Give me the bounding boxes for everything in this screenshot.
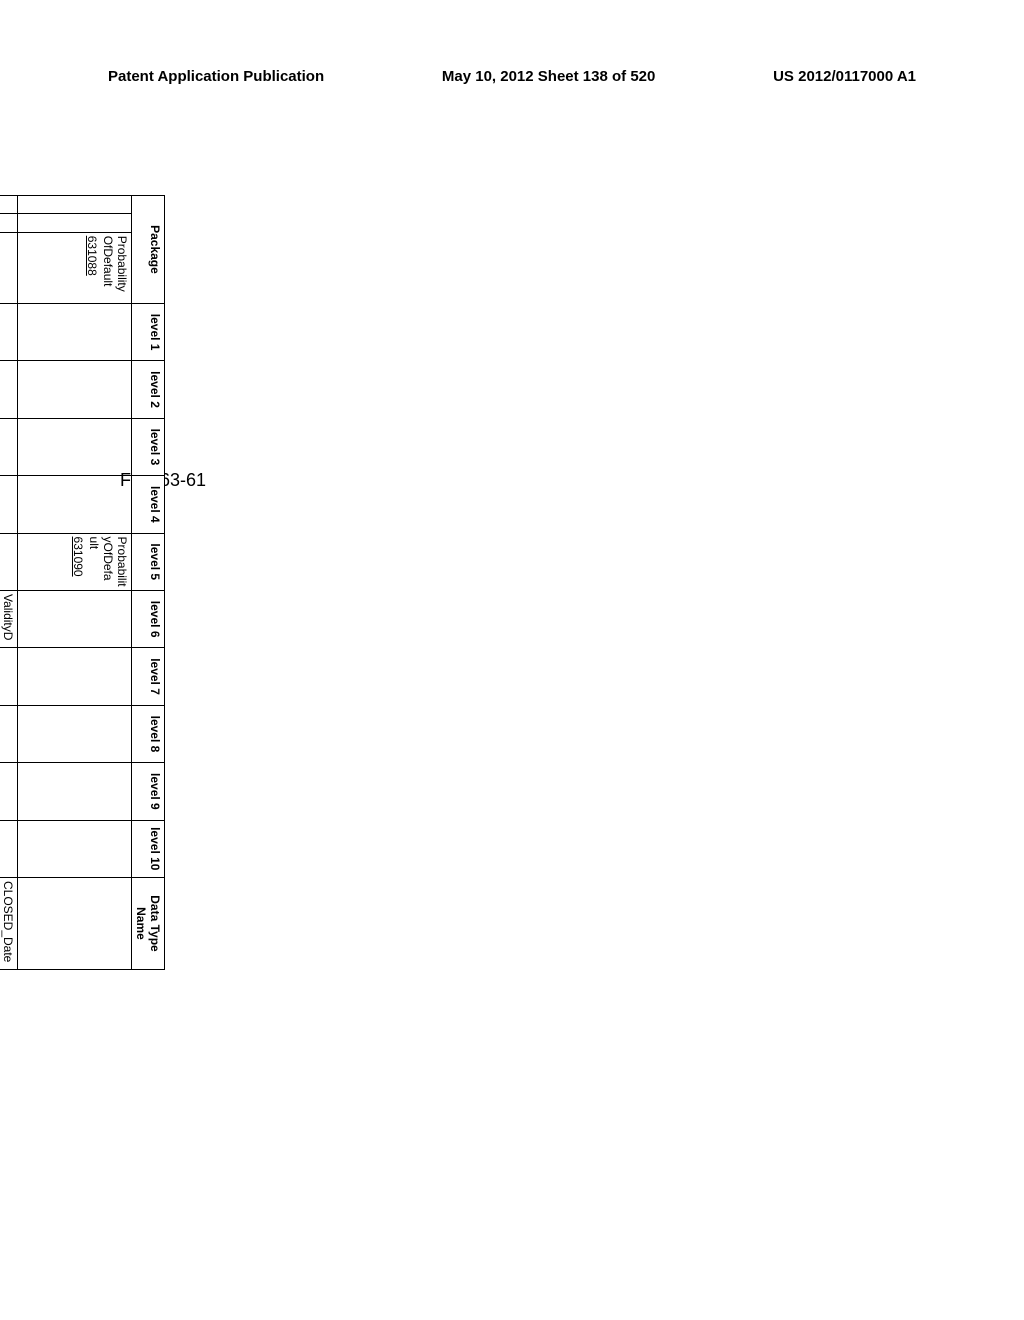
cell-ref: 631088 xyxy=(85,236,99,300)
col-level3: level 3 xyxy=(132,418,165,475)
table-row: ValidityDatePeriod 631092 CLOSED_DatePer… xyxy=(0,196,18,970)
cell-ref: 631090 xyxy=(71,537,85,587)
col-level2: level 2 xyxy=(132,361,165,418)
cell-datatype: CLOSED_DatePeriod 631094 xyxy=(0,877,18,969)
col-level10: level 10 xyxy=(132,820,165,877)
cell-level6: ValidityDatePeriod 631092 xyxy=(0,590,18,647)
page-header: Patent Application Publication May 10, 2… xyxy=(0,68,1024,85)
cell-text: ProbabilityOfDefault xyxy=(101,236,129,300)
table-container: Package level 1 level 2 level 3 level 4 … xyxy=(0,195,165,807)
col-package: Package xyxy=(132,196,165,304)
header-right: US 2012/0117000 A1 xyxy=(773,68,916,85)
col-level6: level 6 xyxy=(132,590,165,647)
col-level8: level 8 xyxy=(132,705,165,762)
col-level7: level 7 xyxy=(132,648,165,705)
cell-text: ProbabilityOfDefault xyxy=(87,537,129,587)
table-header-row: Package level 1 level 2 level 3 level 4 … xyxy=(132,196,165,970)
col-datatype: Data Type Name xyxy=(132,877,165,969)
cell-level5: ProbabilityOfDefault 631090 xyxy=(18,533,132,590)
header-left: Patent Application Publication xyxy=(108,68,324,85)
cell-text: ValidityDatePeriod xyxy=(0,594,15,644)
data-table: Package level 1 level 2 level 3 level 4 … xyxy=(0,195,165,970)
col-level4: level 4 xyxy=(132,476,165,533)
cell-datatype xyxy=(18,877,132,969)
header-center: May 10, 2012 Sheet 138 of 520 xyxy=(442,68,655,85)
table-row: ProbabilityOfDefault 631088 ProbabilityO… xyxy=(18,196,132,970)
col-level5: level 5 xyxy=(132,533,165,590)
col-level9: level 9 xyxy=(132,763,165,820)
col-level1: level 1 xyxy=(132,303,165,360)
cell-text: CLOSED_DatePeriod xyxy=(0,881,15,966)
cell-package: ProbabilityOfDefault 631088 xyxy=(18,232,132,303)
